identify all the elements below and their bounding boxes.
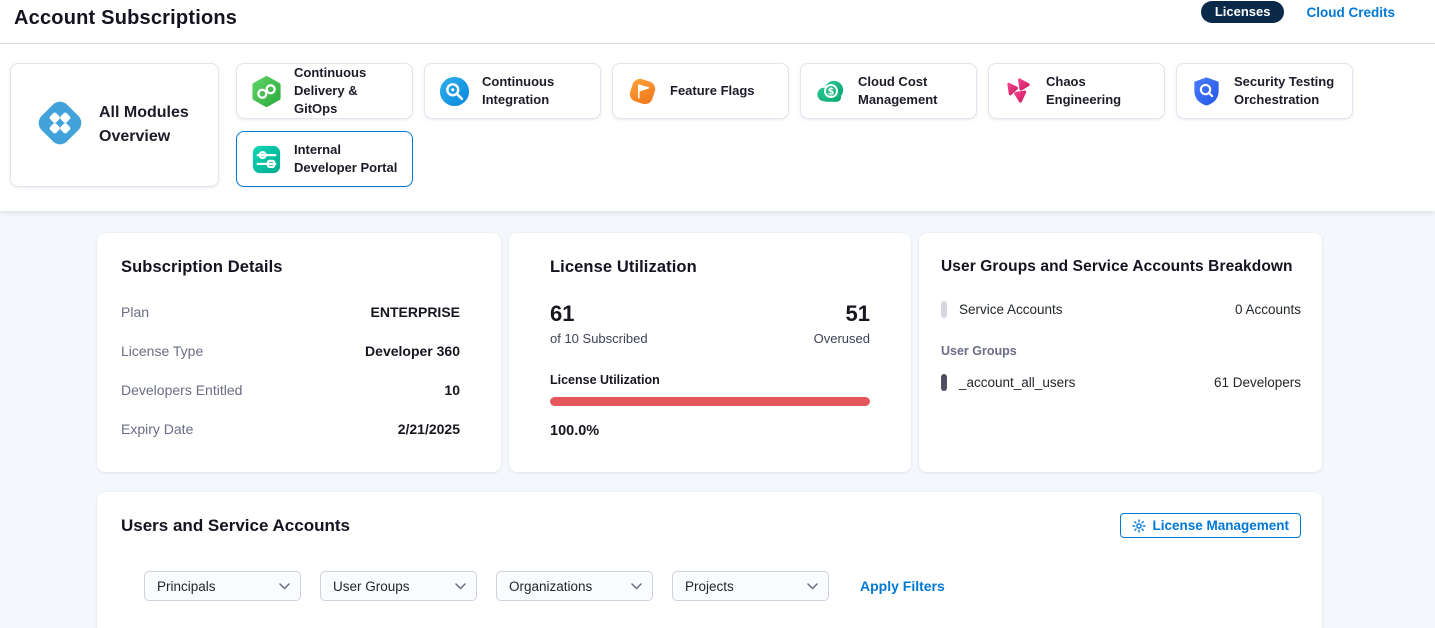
- service-accounts-label: Service Accounts: [959, 302, 1063, 317]
- subscription-details-card: Subscription Details Plan ENTERPRISE Lic…: [97, 233, 501, 472]
- apply-filters-link[interactable]: Apply Filters: [860, 578, 945, 594]
- module-card-sto[interactable]: Security Testing Orchestration: [1176, 63, 1353, 119]
- module-label: Security Testing Orchestration: [1234, 74, 1335, 107]
- tab-cloud-credits[interactable]: Cloud Credits: [1306, 4, 1395, 20]
- cd-gitops-icon: [250, 75, 283, 108]
- tab-licenses[interactable]: Licenses: [1200, 1, 1285, 23]
- module-card-cloud-cost[interactable]: $ Cloud Cost Management: [800, 63, 977, 119]
- user-group-row: _account_all_users 61 Developers: [941, 374, 1301, 391]
- module-card-ci[interactable]: Continuous Integration: [424, 63, 601, 119]
- header-tabs: Licenses Cloud Credits: [1200, 0, 1395, 24]
- used-caption: of 10 Subscribed: [550, 331, 648, 346]
- chevron-down-icon: [455, 582, 466, 590]
- utilization-progress-fill: [550, 397, 870, 406]
- service-accounts-marker: [941, 301, 947, 318]
- dropdown-label: Projects: [685, 578, 734, 594]
- idp-icon: [250, 143, 283, 176]
- utilization-progress-bar: [550, 397, 870, 406]
- top-section: Account Subscriptions Licenses Cloud Cre…: [0, 0, 1435, 211]
- subscription-row-plan: Plan ENTERPRISE: [121, 304, 460, 320]
- used-count: 61: [550, 301, 575, 326]
- harness-modules-icon: [33, 96, 87, 155]
- organizations-dropdown[interactable]: Organizations: [496, 571, 653, 601]
- utilization-bar-label: License Utilization: [550, 373, 660, 387]
- sto-icon: [1190, 75, 1223, 108]
- subscription-row-license-type: License Type Developer 360: [121, 343, 460, 359]
- filters-row: Principals User Groups Organizations Pro…: [144, 571, 945, 601]
- module-label: Chaos Engineering: [1046, 74, 1122, 107]
- used-block: 61 of 10 Subscribed: [550, 301, 648, 346]
- user-groups-heading: User Groups: [941, 344, 1017, 358]
- all-modules-overview-label: All Modules Overview: [99, 104, 189, 145]
- chevron-down-icon: [807, 582, 818, 590]
- cloud-cost-icon: $: [814, 75, 847, 108]
- row-value: Developer 360: [365, 343, 460, 359]
- user-group-value: 61 Developers: [1213, 375, 1301, 390]
- projects-dropdown[interactable]: Projects: [672, 571, 829, 601]
- subscription-details-title: Subscription Details: [121, 258, 283, 276]
- principals-dropdown[interactable]: Principals: [144, 571, 301, 601]
- module-card-feature-flags[interactable]: Feature Flags: [612, 63, 789, 119]
- service-accounts-row: Service Accounts 0 Accounts: [941, 301, 1301, 318]
- chaos-icon: [1002, 75, 1035, 108]
- gear-icon: [1132, 518, 1147, 533]
- license-utilization-card: License Utilization 61 of 10 Subscribed …: [509, 233, 911, 472]
- chevron-down-icon: [631, 582, 642, 590]
- user-groups-dropdown[interactable]: User Groups: [320, 571, 477, 601]
- module-card-cd-gitops[interactable]: Continuous Delivery & GitOps: [236, 63, 413, 119]
- users-section-title: Users and Service Accounts: [121, 516, 350, 535]
- subscription-row-expiry-date: Expiry Date 2/21/2025: [121, 421, 460, 437]
- module-label: Feature Flags: [670, 83, 755, 99]
- all-modules-overview-card[interactable]: All Modules Overview: [10, 63, 219, 187]
- user-group-marker: [941, 374, 947, 391]
- row-label: Plan: [121, 304, 150, 320]
- dropdown-label: User Groups: [333, 578, 410, 594]
- dropdown-label: Organizations: [509, 578, 593, 594]
- module-label: Cloud Cost Management: [858, 74, 938, 107]
- overused-count: 51: [845, 301, 870, 326]
- user-group-name: _account_all_users: [959, 375, 1076, 390]
- breakdown-card: User Groups and Service Accounts Breakdo…: [919, 233, 1322, 472]
- page-title: Account Subscriptions: [14, 7, 238, 29]
- row-value: 2/21/2025: [397, 421, 460, 437]
- users-section-card: Users and Service Accounts License Manag…: [97, 492, 1322, 628]
- module-card-chaos[interactable]: Chaos Engineering: [988, 63, 1165, 119]
- overused-block: 51 Overused: [814, 301, 870, 346]
- license-utilization-title: License Utilization: [550, 258, 697, 276]
- row-label: Expiry Date: [121, 421, 194, 437]
- utilization-percent: 100.0%: [550, 423, 600, 439]
- utilization-numbers: 61 of 10 Subscribed 51 Overused: [550, 301, 870, 346]
- module-card-idp[interactable]: Internal Developer Portal: [236, 131, 413, 187]
- module-label: Internal Developer Portal: [294, 142, 398, 175]
- license-management-label: License Management: [1152, 518, 1289, 533]
- ci-icon: [438, 75, 471, 108]
- page-header: Account Subscriptions Licenses Cloud Cre…: [0, 0, 1435, 44]
- module-label: Continuous Integration: [482, 74, 555, 107]
- svg-text:$: $: [828, 86, 835, 97]
- module-label: Continuous Delivery & GitOps: [294, 65, 367, 116]
- row-value: ENTERPRISE: [370, 304, 460, 320]
- license-management-button[interactable]: License Management: [1120, 513, 1301, 538]
- overused-caption: Overused: [813, 331, 870, 346]
- feature-flags-icon: [626, 75, 659, 108]
- breakdown-title: User Groups and Service Accounts Breakdo…: [941, 258, 1293, 275]
- row-label: License Type: [121, 343, 204, 359]
- service-accounts-value: 0 Accounts: [1234, 302, 1301, 317]
- subscription-row-developers-entitled: Developers Entitled 10: [121, 382, 460, 398]
- dropdown-label: Principals: [157, 578, 216, 594]
- row-label: Developers Entitled: [121, 382, 243, 398]
- chevron-down-icon: [279, 582, 290, 590]
- row-value: 10: [444, 382, 460, 398]
